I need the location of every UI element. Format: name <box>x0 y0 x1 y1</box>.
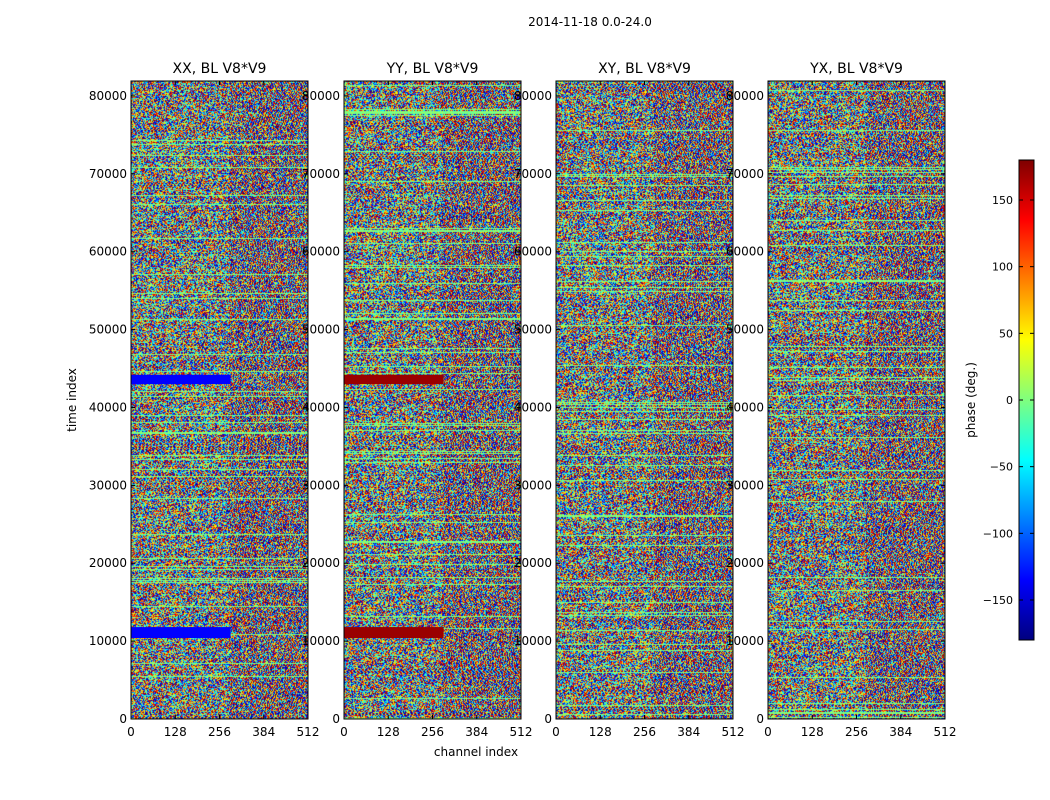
panel-3-x-tick-label-2: 256 <box>633 725 656 739</box>
panel-1-y-tick-label-4: 40000 <box>89 400 127 414</box>
panel-2-y-tick-label-8: 80000 <box>302 89 340 103</box>
panel-1-flag-band-1 <box>131 374 231 385</box>
panel-2-y-tick-label-0: 0 <box>332 712 340 726</box>
panel-3-y-tick-label-3: 30000 <box>514 478 552 492</box>
panel-1-y-tick-label-7: 70000 <box>89 167 127 181</box>
panel-3-y-tick-label-4: 40000 <box>514 400 552 414</box>
panel-4-x-tick-label-1: 128 <box>801 725 824 739</box>
panel-2-y-tick-label-3: 30000 <box>302 478 340 492</box>
panel-1-y-tick-label-5: 50000 <box>89 323 127 337</box>
panel-4-y-tick-label-0: 0 <box>756 712 764 726</box>
panel-2-x-tick-label-4: 512 <box>510 725 533 739</box>
panel-3-y-tick-label-8: 80000 <box>514 89 552 103</box>
panel-3-x-tick-label-3: 384 <box>677 725 700 739</box>
panel-4-y-tick-label-5: 50000 <box>726 323 764 337</box>
panel-1-y-tick-label-6: 60000 <box>89 245 127 259</box>
colorbar-tick-label-6: −150 <box>983 594 1013 607</box>
panel-3-y-tick-label-6: 60000 <box>514 245 552 259</box>
panel-2-title: YY, BL V8*V9 <box>386 61 479 77</box>
panel-1-x-tick-label-2: 256 <box>208 725 231 739</box>
panel-1-y-tick-label-3: 30000 <box>89 478 127 492</box>
panel-1-x-tick-label-1: 128 <box>164 725 187 739</box>
panel-1-x-tick-label-0: 0 <box>127 725 135 739</box>
colorbar-tick-label-2: 50 <box>999 327 1013 340</box>
panel-1-flag-band-2 <box>131 627 231 639</box>
panel-2-y-tick-label-7: 70000 <box>302 167 340 181</box>
panel-4-y-tick-label-2: 20000 <box>726 556 764 570</box>
panel-4-y-tick-label-4: 40000 <box>726 400 764 414</box>
colorbar-tick-label-3: 0 <box>1006 394 1013 407</box>
panel-1-y-tick-label-0: 0 <box>119 712 127 726</box>
panel-2-y-tick-label-2: 20000 <box>302 556 340 570</box>
panel-3-y-tick-label-2: 20000 <box>514 556 552 570</box>
panel-4-x-tick-label-2: 256 <box>845 725 868 739</box>
panel-2-x-tick-label-0: 0 <box>340 725 348 739</box>
panel-3-y-tick-label-7: 70000 <box>514 167 552 181</box>
figure-title: 2014-11-18 0.0-24.0 <box>528 15 652 29</box>
colorbar-tick-label-0: 150 <box>992 194 1013 207</box>
panel-1-y-tick-label-1: 10000 <box>89 634 127 648</box>
panel-2-x-tick-label-3: 384 <box>465 725 488 739</box>
panel-1-y-tick-label-2: 20000 <box>89 556 127 570</box>
panel-2-x-tick-label-1: 128 <box>377 725 400 739</box>
panel-4-y-tick-label-7: 70000 <box>726 167 764 181</box>
panel-4-y-tick-label-6: 60000 <box>726 245 764 259</box>
panel-2-y-tick-label-1: 10000 <box>302 634 340 648</box>
panel-4-x-tick-label-0: 0 <box>764 725 772 739</box>
panel-3-title: XY, BL V8*V9 <box>598 61 691 77</box>
x-axis-label: channel index <box>434 745 518 759</box>
panel-2-heatmap-image <box>344 81 521 719</box>
panel-3-heatmap-image <box>556 81 733 719</box>
panel-3-y-tick-label-5: 50000 <box>514 323 552 337</box>
panel-4-heatmap-image <box>768 81 945 719</box>
panel-3-x-tick-label-0: 0 <box>552 725 560 739</box>
panel-2-flag-band-1 <box>344 374 444 385</box>
panel-1-heatmap-image <box>131 81 308 719</box>
colorbar-tick-label-5: −100 <box>983 527 1013 540</box>
panel-3-y-tick-label-1: 10000 <box>514 634 552 648</box>
colorbar-label: phase (deg.) <box>964 362 978 438</box>
panel-2-y-tick-label-5: 50000 <box>302 323 340 337</box>
panel-1-x-tick-label-4: 512 <box>297 725 320 739</box>
panel-3-y-tick-label-0: 0 <box>544 712 552 726</box>
panel-2-x-tick-label-2: 256 <box>421 725 444 739</box>
panel-1-title: XX, BL V8*V9 <box>173 61 267 77</box>
panel-2-y-tick-label-6: 60000 <box>302 245 340 259</box>
panel-1-y-tick-label-8: 80000 <box>89 89 127 103</box>
panel-3-x-tick-label-4: 512 <box>722 725 745 739</box>
colorbar-tick-label-4: −50 <box>990 461 1013 474</box>
panel-1-x-tick-label-3: 384 <box>252 725 275 739</box>
panel-4-title: YX, BL V8*V9 <box>809 61 903 77</box>
panel-4-y-tick-label-1: 10000 <box>726 634 764 648</box>
panel-2-flag-band-2 <box>344 627 444 639</box>
panel-2-y-tick-label-4: 40000 <box>302 400 340 414</box>
panel-4-x-tick-label-3: 384 <box>889 725 912 739</box>
panel-4-y-tick-label-3: 30000 <box>726 478 764 492</box>
panel-4-y-tick-label-8: 80000 <box>726 89 764 103</box>
panel-4-x-tick-label-4: 512 <box>934 725 957 739</box>
colorbar-tick-label-1: 100 <box>992 261 1013 274</box>
panel-3-x-tick-label-1: 128 <box>589 725 612 739</box>
y-axis-label: time index <box>65 368 79 432</box>
